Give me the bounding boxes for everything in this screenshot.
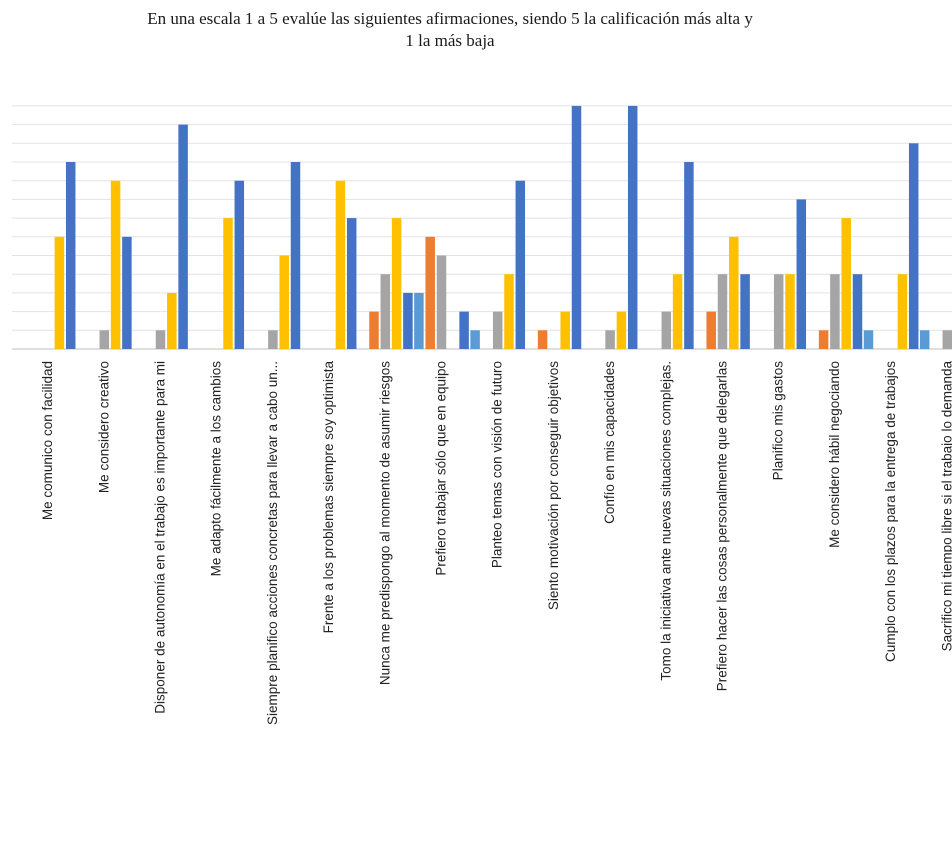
chart-title-line-2: 1 la más baja bbox=[405, 31, 495, 50]
bar bbox=[897, 274, 908, 349]
bar bbox=[717, 274, 728, 349]
bar bbox=[919, 330, 930, 349]
category-label: Me adapto fácilmente a los cambios bbox=[209, 361, 224, 577]
category-label: Me comunico con facilidad bbox=[40, 361, 55, 520]
bar bbox=[122, 236, 132, 349]
bar bbox=[346, 218, 357, 349]
bar bbox=[908, 143, 919, 349]
category-label: Planteo temas con visión de futuro bbox=[490, 361, 505, 568]
bar bbox=[403, 292, 413, 349]
bar bbox=[380, 274, 391, 349]
bar bbox=[852, 274, 863, 349]
category-label: Prefiero hacer las cosas personalmente q… bbox=[715, 361, 730, 691]
category-label: Cumplo con los plazos para la entrega de… bbox=[883, 361, 898, 662]
bar bbox=[279, 255, 289, 349]
bar bbox=[492, 311, 503, 349]
bar bbox=[268, 330, 278, 349]
bar bbox=[773, 274, 784, 349]
bar bbox=[560, 311, 570, 349]
bar bbox=[223, 218, 233, 349]
bar bbox=[425, 236, 435, 349]
bar bbox=[706, 311, 716, 349]
category-label: Frente a los problemas siempre soy optim… bbox=[321, 361, 336, 634]
bar bbox=[414, 292, 424, 349]
bar bbox=[661, 311, 672, 349]
bar bbox=[290, 162, 301, 349]
category-label: Siempre planifico acciones concretas par… bbox=[265, 361, 280, 725]
bar bbox=[504, 274, 514, 349]
category-label: Siento motivación por conseguir objetivo… bbox=[546, 361, 561, 610]
bar bbox=[616, 311, 627, 349]
bar bbox=[841, 218, 851, 349]
bar bbox=[627, 105, 638, 350]
category-label: Disponer de autonomía en el trabajo es i… bbox=[153, 361, 168, 714]
bar bbox=[369, 311, 379, 349]
bar bbox=[178, 124, 188, 349]
bar bbox=[863, 330, 874, 349]
bar bbox=[796, 199, 807, 349]
bar bbox=[54, 236, 65, 349]
bar bbox=[110, 180, 121, 349]
bar bbox=[740, 274, 750, 349]
bar bbox=[155, 330, 166, 349]
category-label: Nunca me predispongo al momento de asumi… bbox=[377, 361, 392, 685]
chart-title-line-1: En una escala 1 a 5 evalúe las siguiente… bbox=[147, 9, 753, 28]
bar bbox=[459, 311, 469, 349]
category-label: Planifico mis gastos bbox=[771, 361, 786, 481]
bar bbox=[571, 105, 582, 350]
category-label: Confío en mis capacidades bbox=[602, 361, 617, 524]
category-label: Me considero hábil negociando bbox=[827, 361, 842, 548]
bar bbox=[335, 180, 346, 349]
bar bbox=[65, 162, 76, 349]
bar bbox=[684, 162, 694, 349]
bar bbox=[942, 330, 952, 349]
bar bbox=[830, 274, 840, 349]
bar bbox=[537, 330, 548, 349]
bar bbox=[605, 330, 615, 349]
bar bbox=[99, 330, 110, 349]
bar bbox=[167, 292, 177, 349]
bar bbox=[672, 274, 683, 349]
category-label: Me considero creativo bbox=[96, 361, 111, 493]
bar bbox=[234, 180, 245, 349]
bar bbox=[470, 330, 480, 349]
bar bbox=[818, 330, 829, 349]
category-label: Prefiero trabajar sólo que en equipo bbox=[434, 361, 449, 576]
category-label: Tomo la iniciativa ante nuevas situacion… bbox=[658, 361, 673, 681]
category-label: Sacrifico mi tiempo libre si el trabajo … bbox=[939, 361, 952, 652]
bar bbox=[436, 255, 447, 349]
chart-title: En una escala 1 a 5 evalúe las siguiente… bbox=[0, 8, 900, 52]
bar bbox=[785, 274, 795, 349]
bar bbox=[729, 236, 739, 349]
bar bbox=[391, 218, 402, 349]
bar bbox=[515, 180, 526, 349]
